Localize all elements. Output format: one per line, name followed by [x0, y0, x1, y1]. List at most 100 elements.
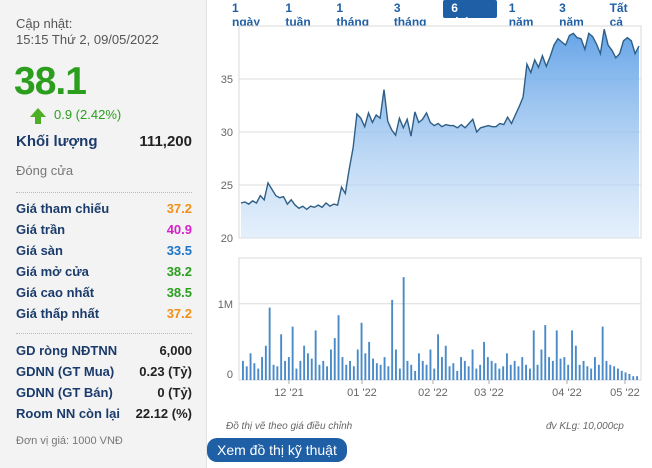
tab-Tất-cả[interactable]: Tất cả	[609, 1, 628, 29]
tab-1-tuần[interactable]: 1 tuần	[285, 1, 311, 29]
price-row: Giá tham chiếu 37.2	[16, 201, 192, 216]
foreign-row: GD ròng NĐTNN 6,000	[16, 343, 192, 358]
volume-bar	[601, 326, 604, 380]
volume-bar	[242, 360, 244, 380]
tab-1-ngày[interactable]: 1 ngày	[232, 1, 261, 29]
price-row-value: 38.5	[166, 285, 192, 300]
price-row: Giá thấp nhất 37.2	[16, 306, 192, 321]
volume-bar	[544, 325, 547, 380]
volume-bar	[345, 364, 348, 381]
volume-bar	[391, 299, 394, 380]
volume-bar	[506, 353, 508, 380]
arrow-up-icon	[30, 108, 46, 124]
volume-bar	[360, 322, 363, 380]
divider	[16, 192, 192, 193]
update-label: Cập nhật:	[16, 16, 73, 31]
volume-plot-area	[238, 257, 642, 381]
technical-chart-button[interactable]: Xem đồ thị kỹ thuật	[207, 438, 347, 462]
update-time: 15:15 Thứ 2, 09/05/2022	[16, 32, 159, 47]
tab-6-tháng[interactable]: 6 tháng	[443, 0, 497, 29]
volume-bar	[352, 366, 355, 380]
volume-tick-label: 1M	[218, 299, 233, 311]
price-row-label: Giá mở cửa	[16, 264, 89, 279]
volume-bar	[483, 341, 485, 380]
market-status: Đóng cửa	[16, 163, 74, 178]
volume-bar	[548, 357, 550, 380]
current-price: 38.1	[14, 60, 87, 103]
volume-bar	[559, 358, 562, 380]
volume-bar	[303, 345, 306, 380]
volume-bar	[574, 345, 577, 380]
price-tick-label: 25	[221, 180, 233, 192]
volume-bar	[425, 364, 428, 381]
volume-bar	[498, 368, 501, 380]
foreign-row-value: 6,000	[159, 343, 192, 358]
volume-bar	[490, 360, 493, 380]
price-row-label: Giá tham chiếu	[16, 201, 110, 216]
volume-bar	[322, 360, 325, 380]
price-row-label: Giá cao nhất	[16, 285, 95, 300]
x-tick-label: 02 '22	[418, 387, 448, 399]
volume-bar	[299, 360, 302, 380]
volume-bar	[349, 360, 351, 380]
volume-bar	[314, 330, 317, 380]
volume-bar	[410, 364, 413, 381]
price-row: Giá mở cửa 38.2	[16, 264, 192, 279]
volume-bar	[578, 364, 581, 381]
volume-bar	[594, 357, 596, 380]
foreign-row-label: GD ròng NĐTNN	[16, 343, 118, 358]
price-row: Giá trần 40.9	[16, 222, 192, 237]
foreign-row-label: GDNN (GT Mua)	[16, 364, 115, 379]
price-row-label: Giá trần	[16, 222, 66, 237]
volume-bar	[609, 364, 612, 381]
volume-bar	[291, 326, 294, 380]
volume-bar	[460, 357, 462, 380]
volume-unit-note: đv KLg: 10,000cp	[546, 421, 624, 432]
period-tabs: 1 ngày 1 tuần 1 tháng 3 tháng 6 tháng 1 năm 3 …	[224, 0, 652, 29]
volume-bar	[372, 358, 374, 380]
volume-bar	[245, 366, 248, 380]
volume-bar	[337, 315, 340, 380]
x-tick-label: 01 '22	[347, 387, 377, 399]
volume-bar	[452, 363, 455, 380]
volume-bar	[441, 357, 443, 380]
price-row-value: 37.2	[166, 201, 192, 216]
tab-3-năm[interactable]: 3 năm	[559, 1, 584, 29]
volume-bar	[387, 366, 390, 380]
volume-bar	[330, 349, 332, 380]
chart-note: Đồ thị vẽ theo giá điều chỉnh	[226, 421, 353, 432]
price-tick-label: 30	[221, 127, 233, 139]
tab-1-năm[interactable]: 1 năm	[508, 1, 534, 29]
foreign-row: Room NN còn lại 22.12 (%)	[16, 406, 192, 421]
volume-bar	[284, 360, 286, 380]
tab-3-tháng[interactable]: 3 tháng	[393, 1, 427, 29]
volume-bar	[479, 364, 482, 381]
x-tick-label: 12 '21	[274, 387, 304, 399]
volume-bar	[326, 366, 328, 380]
volume-bar	[467, 366, 470, 380]
volume-bar	[463, 360, 466, 380]
volume-bar	[521, 357, 524, 380]
volume-bar	[249, 353, 252, 380]
price-row-value: 40.9	[166, 222, 192, 237]
x-tick-label: 04 '22	[552, 387, 582, 399]
volume-bar	[437, 334, 439, 381]
volume-bar	[448, 366, 451, 380]
foreign-row-value: 0.23 (Tỷ)	[139, 364, 192, 379]
volume-bar	[287, 357, 290, 380]
price-tick-label: 20	[221, 233, 233, 245]
price-row-value: 37.2	[166, 306, 192, 321]
volume-bar	[272, 364, 275, 381]
volume-bar	[509, 364, 512, 381]
volume-bar	[383, 357, 386, 380]
volume-bar	[582, 360, 585, 380]
volume-bar	[632, 376, 635, 380]
price-tick-label: 35	[221, 74, 233, 86]
volume-bar	[280, 334, 283, 381]
tab-1-tháng[interactable]: 1 tháng	[336, 1, 370, 29]
volume-bar	[517, 366, 520, 380]
volume-row: Khối lượng 111,200	[16, 133, 192, 150]
volume-bar	[333, 338, 336, 380]
volume-bar	[513, 360, 516, 380]
volume-bar	[597, 364, 600, 381]
